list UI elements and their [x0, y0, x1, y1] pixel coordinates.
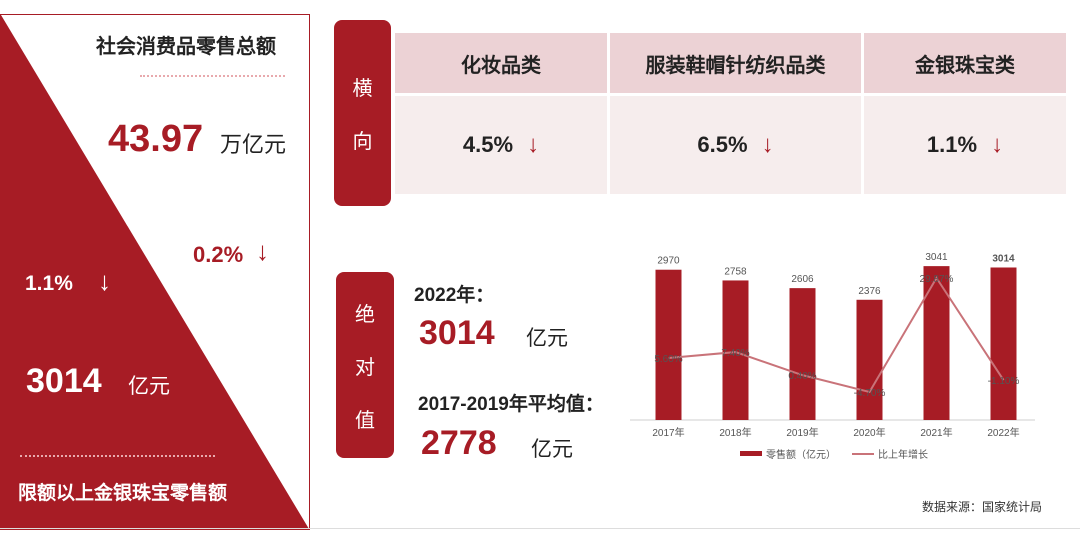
source-note: 数据来源：国家统计局: [922, 500, 1043, 514]
down-arrow-icon: ↓: [256, 236, 269, 266]
x-tick-label: 2017年: [652, 426, 684, 439]
gold-retail-label: 限额以上金银珠宝零售额: [18, 483, 228, 504]
down-arrow-icon: ↓: [761, 131, 774, 158]
bar: [722, 280, 749, 420]
tag-char: 对: [355, 356, 375, 379]
down-arrow-icon: ↓: [98, 266, 111, 296]
bar: [990, 267, 1017, 420]
left-panel: [0, 14, 310, 530]
category-value-jewelry: 1.1% ↓: [864, 96, 1066, 194]
year-value: 3014: [419, 314, 495, 352]
divider-dots: [20, 455, 215, 457]
legend-bar-swatch: [740, 451, 762, 456]
legend-line-label: 比上年增长: [878, 448, 928, 461]
growth-line: [668, 276, 1005, 394]
avg-unit: 亿元: [531, 438, 573, 461]
x-tick-label: 2020年: [853, 426, 885, 439]
growth-value-label: -1.10%: [988, 376, 1020, 387]
bar-value-label: 2376: [858, 286, 881, 297]
growth-value-label: 7.40%: [721, 348, 749, 359]
absolute-tag: 绝 对 值: [336, 272, 394, 458]
x-tick-label: 2022年: [987, 426, 1019, 439]
total-retail-title: 社会消费品零售总额: [96, 36, 276, 58]
gold-value: 3014: [26, 362, 102, 400]
category-header-jewelry: 金银珠宝类: [864, 33, 1066, 93]
x-tick-label: 2018年: [719, 426, 751, 439]
bar-value-label: 2758: [724, 266, 747, 277]
bar: [856, 299, 883, 420]
growth-value-label: -4.70%: [854, 388, 886, 399]
retail-chart: 2970 2017年 2758 2018年 2606 2019年 2376 2020年 3041…: [630, 252, 1035, 461]
growth-value-label: 5.60%: [654, 354, 682, 365]
down-arrow-icon: ↓: [991, 131, 1004, 158]
gold-change: 1.1%: [25, 272, 73, 295]
category-value-cosmetics: 4.5% ↓: [395, 96, 607, 194]
category-value-apparel: 6.5% ↓: [610, 96, 861, 194]
x-tick-label: 2019年: [786, 426, 818, 439]
change-value: 4.5%: [462, 132, 514, 157]
category-header-apparel: 服装鞋帽针纺织品类: [610, 33, 861, 93]
gold-unit: 亿元: [128, 375, 170, 398]
growth-value-label: 29.87%: [920, 274, 954, 285]
avg-label: 2017-2019年平均值：: [418, 394, 604, 415]
legend-bar-label: 零售额（亿元）: [766, 448, 836, 461]
bar: [789, 288, 816, 420]
bar-value-label: 2970: [657, 256, 680, 267]
bar: [923, 266, 950, 420]
change-value: 1.1%: [926, 132, 978, 157]
down-arrow-icon: ↓: [527, 131, 540, 158]
bar-value-label: 2606: [791, 274, 814, 285]
bar-value-label: 3014: [992, 253, 1015, 264]
year-unit: 亿元: [526, 327, 568, 350]
bar-value-label: 3041: [925, 252, 948, 263]
horizontal-tag: 横 向: [334, 20, 391, 206]
tag-char: 横: [352, 78, 373, 100]
x-tick-label: 2021年: [920, 426, 952, 439]
bar: [655, 269, 682, 420]
total-value: 43.97: [108, 118, 204, 160]
change-value: 6.5%: [697, 132, 748, 157]
year-label: 2022年：: [414, 285, 495, 306]
growth-value-label: 0.40%: [788, 371, 816, 382]
total-unit: 万亿元: [220, 132, 287, 157]
bottom-divider: [0, 528, 1080, 529]
tag-char: 绝: [355, 303, 375, 326]
red-triangle-shape: [1, 15, 309, 529]
avg-value: 2778: [421, 424, 497, 462]
total-change: 0.2%: [193, 242, 244, 267]
tag-char: 值: [355, 409, 375, 432]
category-header-cosmetics: 化妆品类: [395, 33, 607, 93]
tag-char: 向: [352, 131, 373, 153]
divider-dots: [140, 75, 285, 77]
